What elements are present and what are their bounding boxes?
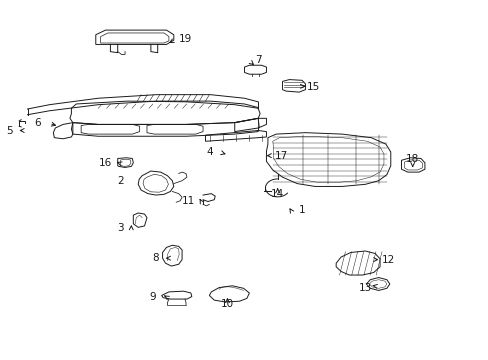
Text: 8: 8 — [152, 253, 159, 263]
Text: 16: 16 — [99, 158, 112, 168]
Text: 11: 11 — [182, 196, 195, 206]
Text: 9: 9 — [149, 292, 156, 302]
Text: 13: 13 — [358, 283, 371, 293]
Text: 6: 6 — [34, 118, 41, 128]
Text: 2: 2 — [117, 176, 123, 186]
Text: 12: 12 — [381, 255, 394, 265]
Text: 15: 15 — [306, 82, 320, 92]
Text: 14: 14 — [270, 189, 284, 199]
Text: 1: 1 — [298, 206, 305, 216]
Text: 3: 3 — [117, 224, 123, 233]
Text: 17: 17 — [274, 150, 287, 161]
Text: 5: 5 — [6, 126, 13, 135]
Text: 7: 7 — [254, 55, 261, 65]
Text: 18: 18 — [405, 154, 419, 164]
Text: 19: 19 — [178, 35, 191, 44]
Text: 10: 10 — [221, 300, 234, 310]
Text: 4: 4 — [205, 147, 212, 157]
